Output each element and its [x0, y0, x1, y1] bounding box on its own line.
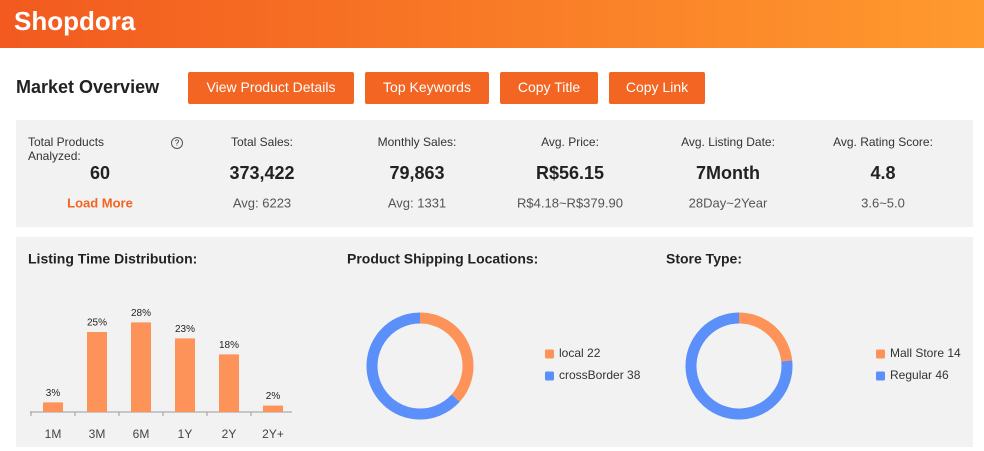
- button[interactable]: [365, 72, 489, 104]
- stat-sub: R$4.18~R$379.90: [517, 195, 623, 210]
- value-label: 18%: [219, 340, 239, 351]
- stat-value: 7Month: [696, 163, 760, 183]
- x-tick-label: 6M: [133, 427, 150, 441]
- legend-name: Mall Store: [890, 346, 944, 360]
- bar: [263, 405, 283, 412]
- charts-panel: [16, 237, 973, 447]
- header: [0, 0, 984, 48]
- button-label[interactable]: Top Keywords: [383, 79, 471, 95]
- legend-swatch: [545, 371, 554, 381]
- bar: [131, 322, 151, 412]
- legend-swatch: [876, 371, 885, 381]
- stat-value: 60: [90, 163, 110, 183]
- x-tick-label: 3M: [89, 427, 106, 441]
- button[interactable]: [609, 72, 705, 104]
- value-label: 23%: [175, 324, 195, 335]
- chart-title: Store Type:: [666, 251, 742, 267]
- button[interactable]: [188, 72, 354, 104]
- donut-segment: [366, 312, 460, 420]
- stat-sub: 28Day~2Year: [689, 195, 768, 210]
- bar: [43, 402, 63, 412]
- stat-label: Total Products Analyzed:: [28, 135, 105, 163]
- legend-value: 46: [935, 368, 949, 382]
- value-label: 2%: [266, 391, 281, 402]
- donut-segment: [685, 312, 793, 420]
- stats-panel: [16, 120, 973, 227]
- stat-label: Monthly Sales:: [378, 135, 457, 149]
- stat-value: R$56.15: [536, 163, 604, 183]
- button[interactable]: [500, 72, 598, 104]
- load-more-link[interactable]: Load More: [67, 195, 133, 210]
- donut-segment: [419, 312, 474, 402]
- legend-entry: Regular 46: [890, 368, 949, 382]
- stat-value: 79,863: [389, 163, 444, 183]
- stat-label: Avg. Rating Score:: [833, 135, 933, 149]
- chart-title: Listing Time Distribution:: [28, 251, 197, 267]
- button-label[interactable]: Copy Title: [518, 79, 580, 95]
- x-tick-label: 1M: [45, 427, 62, 441]
- stat-label: Total Sales:: [231, 135, 293, 149]
- legend-value: 14: [947, 346, 961, 360]
- x-tick-label: 2Y: [222, 427, 237, 441]
- value-label: 28%: [131, 308, 151, 319]
- stat-value: 4.8: [870, 163, 895, 183]
- stat-sub: Avg: 1331: [388, 195, 446, 210]
- logo[interactable]: Shopdora: [14, 6, 136, 36]
- donut-segment: [738, 312, 793, 362]
- bar: [87, 332, 107, 412]
- legend-name: Regular: [890, 368, 932, 382]
- chart-title: Product Shipping Locations:: [347, 251, 538, 267]
- legend-swatch: [876, 349, 885, 359]
- stat-sub: 3.6~5.0: [861, 195, 905, 210]
- bar: [219, 354, 239, 412]
- legend-value: 38: [627, 368, 641, 382]
- x-tick-label: 2Y+: [262, 427, 284, 441]
- value-label: 25%: [87, 318, 107, 329]
- legend-name: local: [559, 346, 584, 360]
- stat-label: Avg. Price:: [541, 135, 599, 149]
- legend-entry: crossBorder 38: [559, 368, 641, 382]
- x-tick-label: 1Y: [178, 427, 193, 441]
- stat-label-box: Total Products Analyzed:: [28, 135, 105, 163]
- legend-value: 22: [587, 346, 601, 360]
- button-label[interactable]: View Product Details: [207, 79, 336, 95]
- legend-swatch: [545, 349, 554, 359]
- help-icon-mark: ?: [175, 139, 180, 148]
- button-label[interactable]: Copy Link: [626, 79, 689, 95]
- bar: [175, 338, 195, 412]
- help-icon[interactable]: [171, 137, 183, 149]
- legend-name: crossBorder: [559, 368, 624, 382]
- page-title: Market Overview: [16, 77, 160, 97]
- legend-entry: local 22: [559, 346, 601, 360]
- stat-label: Avg. Listing Date:: [681, 135, 775, 149]
- legend-entry: Mall Store 14: [890, 346, 961, 360]
- value-label: 3%: [46, 388, 61, 399]
- stat-sub: Avg: 6223: [233, 195, 291, 210]
- stat-value: 373,422: [229, 163, 294, 183]
